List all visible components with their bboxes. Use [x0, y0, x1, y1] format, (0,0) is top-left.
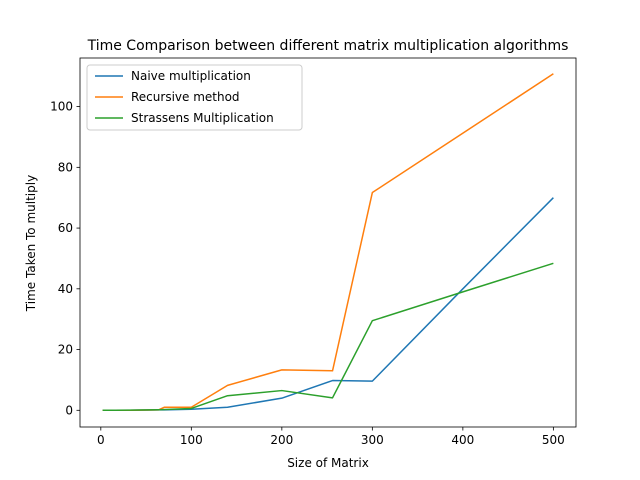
y-tick-label: 100 [50, 100, 73, 114]
series-layer [102, 73, 554, 412]
axes-layer: 0 100 200 300 400 500 0 20 40 60 80 100 [50, 57, 577, 447]
chart-title: Time Comparison between different matrix… [87, 38, 569, 54]
x-tick-label: 300 [361, 433, 384, 447]
x-tick-label: 100 [180, 433, 203, 447]
legend-label-1: Naive multiplication [131, 69, 251, 83]
y-tick-label: 0 [65, 403, 73, 417]
y-axis-label: Time Taken To multiply [24, 175, 38, 312]
x-tick-label: 500 [542, 433, 565, 447]
legend-label-2: Recursive method [131, 90, 240, 104]
x-axis-label: Size of Matrix [287, 456, 369, 470]
y-tick-label: 60 [58, 221, 73, 235]
x-tick-label: 400 [451, 433, 474, 447]
y-tick-label: 40 [58, 282, 73, 296]
y-tick-label: 80 [58, 160, 73, 174]
y-tick-label: 20 [58, 343, 73, 357]
legend-box [86, 64, 303, 131]
x-tick-label: 200 [270, 433, 293, 447]
plot-frame [79, 57, 577, 428]
legend-label-3: Strassens Multiplication [131, 111, 274, 125]
series-line-3 [102, 262, 554, 412]
legend: Naive multiplication Recursive method Stra… [86, 64, 303, 131]
x-tick-label: 0 [97, 433, 105, 447]
